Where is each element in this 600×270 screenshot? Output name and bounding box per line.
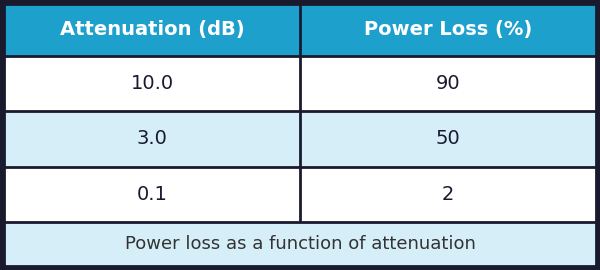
- Text: 10.0: 10.0: [130, 74, 173, 93]
- Text: 50: 50: [436, 130, 460, 148]
- Text: 2: 2: [442, 185, 454, 204]
- Bar: [4, 222, 596, 266]
- Text: Power loss as a function of attenuation: Power loss as a function of attenuation: [125, 235, 475, 253]
- Text: Power Loss (%): Power Loss (%): [364, 21, 532, 39]
- Bar: [4, 56, 300, 111]
- Bar: [4, 167, 300, 222]
- Bar: [300, 56, 596, 111]
- Bar: [300, 111, 596, 167]
- Text: Attenuation (dB): Attenuation (dB): [59, 21, 244, 39]
- Bar: [300, 167, 596, 222]
- Text: 3.0: 3.0: [137, 130, 167, 148]
- Text: 0.1: 0.1: [137, 185, 167, 204]
- Text: 90: 90: [436, 74, 460, 93]
- Bar: [4, 111, 300, 167]
- Bar: [4, 4, 300, 56]
- Bar: [300, 4, 596, 56]
